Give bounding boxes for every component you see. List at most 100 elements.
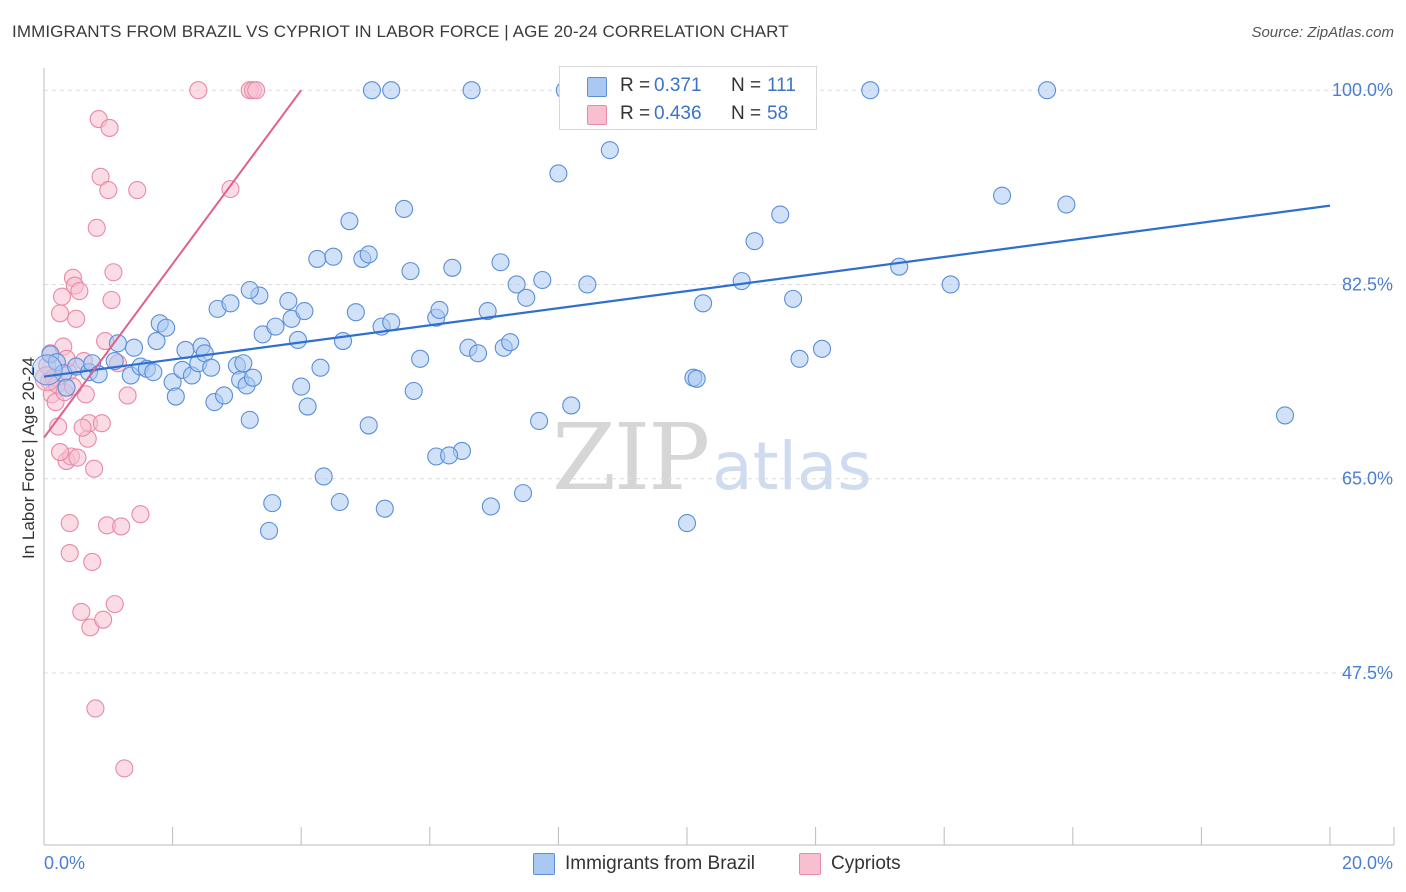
legend-n-label: N = [731, 103, 762, 124]
source-label: Source: ZipAtlas.com [1251, 24, 1394, 41]
brazil-point [481, 497, 500, 516]
cypriot-point [91, 167, 110, 186]
y-tick-label: 82.5% [1342, 274, 1393, 294]
legend-r-label: R = [620, 103, 651, 124]
brazil-point [359, 416, 378, 435]
brazil-trend-line [43, 204, 1331, 378]
cypriot-point [105, 595, 124, 614]
cypriot-point [131, 505, 150, 524]
brazil-point [324, 247, 343, 266]
cypriot-point [94, 610, 113, 629]
brazil-point [401, 262, 420, 281]
cypriot-point [51, 443, 70, 462]
brazil-point [288, 330, 308, 350]
brazil-point [311, 358, 330, 377]
legend-r-label: R = [620, 75, 651, 96]
brazil-point [578, 275, 597, 294]
brazil-point [562, 396, 581, 415]
brazil-point [266, 317, 285, 336]
y-tick-label: 100.0% [1332, 80, 1393, 100]
brazil-point [144, 363, 163, 382]
brazil-point [533, 270, 552, 290]
legend-n-label: N = [731, 75, 762, 96]
brazil-point [298, 397, 317, 416]
y-tick-label: 47.5% [1342, 663, 1393, 683]
brazil-point [57, 378, 76, 397]
brazil-point [993, 186, 1012, 205]
brazil-point [263, 494, 282, 513]
brazil-point [941, 275, 960, 294]
cypriot-trend-line [43, 89, 303, 439]
brazil-point [362, 81, 381, 100]
cypriot-point [189, 81, 208, 100]
brazil-point [375, 499, 394, 518]
brazil-point [732, 272, 751, 291]
cypriot-point [87, 218, 106, 237]
legend-swatch-cypriots [587, 105, 607, 125]
watermark-atlas: atlas [712, 428, 872, 505]
brazil-point [1057, 195, 1076, 214]
cypriot-point [83, 552, 102, 572]
brazil-point [1038, 81, 1057, 100]
cypriot-point [73, 418, 92, 437]
brazil-point [600, 141, 619, 160]
brazil-point [530, 411, 549, 431]
brazil-point [517, 288, 536, 307]
brazil-point [240, 410, 259, 429]
brazil-point [124, 338, 144, 357]
x-tick-label: 0.0% [44, 853, 85, 873]
brazil-point [677, 514, 697, 533]
legend-n-value: 111 [767, 75, 796, 96]
cypriot-point [86, 699, 105, 718]
brazil-point [221, 294, 240, 313]
brazil-point [513, 484, 533, 503]
bottom-legend-swatch-cypriots [799, 853, 821, 875]
brazil-point [214, 386, 234, 405]
brazil-point [314, 467, 333, 486]
axes [43, 68, 1395, 846]
cypriot-point [104, 263, 123, 282]
legend-row-brazil: R = 0.371 N = 111 [560, 71, 816, 101]
brazil-point [243, 368, 263, 387]
cypriot-point [112, 517, 131, 536]
brazil-point [411, 349, 430, 368]
brazil-point [771, 205, 790, 224]
watermark-zip: ZIP [552, 404, 710, 511]
brazil-point [340, 212, 359, 231]
brazil-point [462, 81, 481, 100]
brazil-point [234, 354, 253, 373]
brazil-point [259, 521, 279, 540]
cypriot-point [60, 544, 79, 563]
brazil-point [549, 164, 568, 183]
brazil-point [468, 344, 488, 363]
cypriot-point [92, 414, 111, 433]
brazil-point [404, 381, 423, 401]
brazil-point [382, 313, 401, 332]
brazil-point [745, 232, 764, 251]
cypriot-point [60, 514, 79, 533]
y-axis-label: In Labor Force | Age 20-24 [19, 357, 38, 559]
brazil-point [147, 332, 166, 351]
cypriot-point [85, 459, 104, 478]
brazil-point [292, 377, 311, 396]
brazil-point [890, 257, 909, 276]
cypriot-point [72, 602, 91, 621]
brazil-point [105, 351, 124, 371]
legend-n-value: 58 [767, 103, 789, 124]
brazil-point [240, 280, 259, 300]
cypriot-point [102, 290, 121, 310]
cypriot-point [70, 282, 89, 301]
brazil-point [861, 81, 880, 100]
brazil-point [694, 294, 713, 313]
brazil-point [478, 302, 497, 321]
trend-lines [43, 89, 1331, 439]
brazil-point [31, 354, 63, 386]
brazil-point [784, 289, 803, 308]
cypriot-point [118, 386, 137, 405]
brazil-point [812, 339, 832, 358]
brazil-point [1275, 406, 1295, 425]
y-tick-label: 65.0% [1342, 469, 1393, 489]
cypriot-point [247, 81, 266, 100]
brazil-points [31, 81, 1295, 540]
